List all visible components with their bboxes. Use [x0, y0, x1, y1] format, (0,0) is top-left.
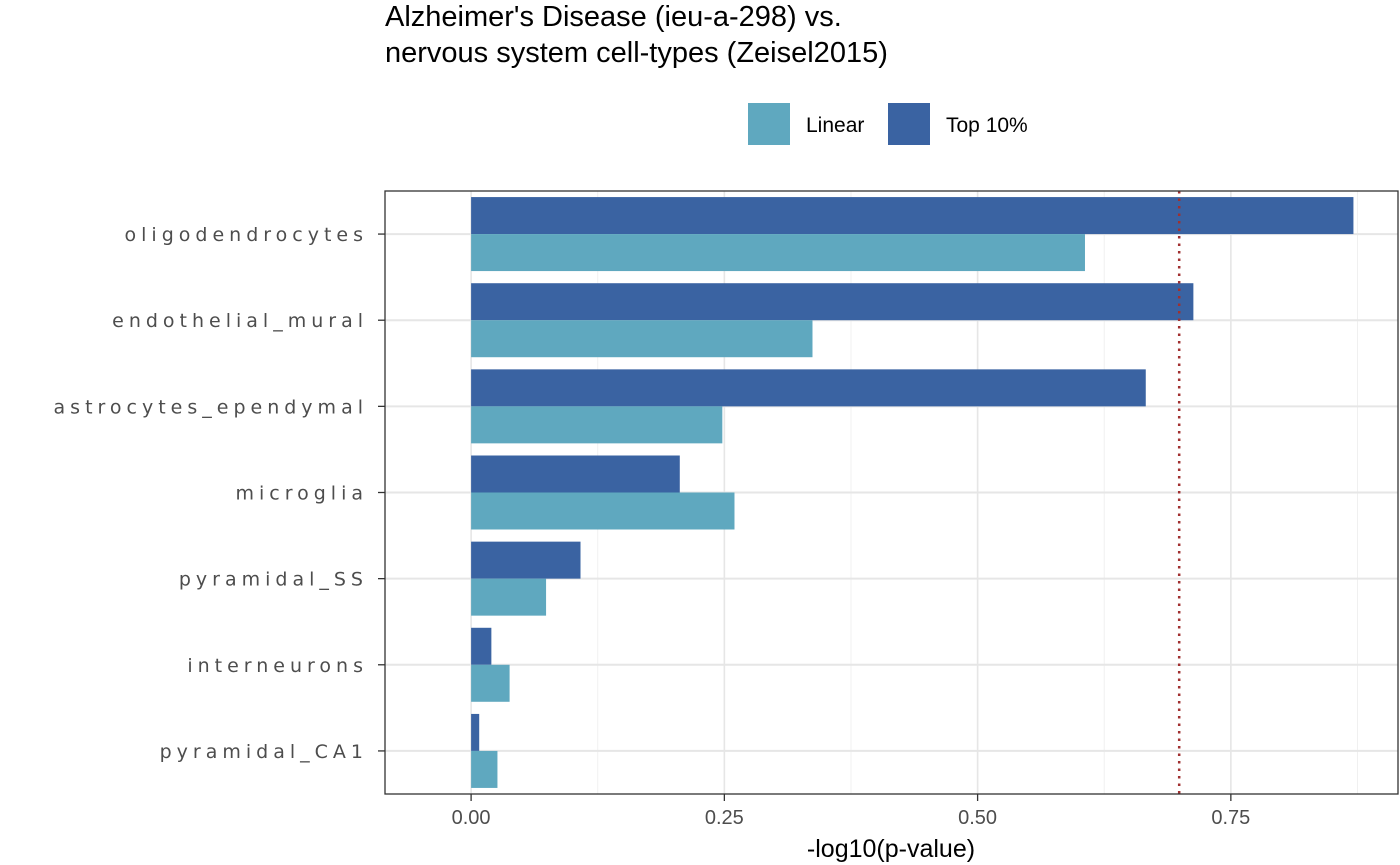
bar-linear-oligodendrocytes — [471, 234, 1085, 272]
y-tick-label: microglia — [235, 483, 368, 505]
y-tick-label: pyramidal_SS — [179, 569, 368, 591]
bar-linear-pyramidal-CA1 — [471, 750, 498, 788]
x-tick-label: 0.75 — [1211, 807, 1250, 829]
y-tick-label: oligodendrocytes — [125, 224, 368, 246]
legend-key-linear — [748, 103, 790, 145]
legend-key-top10 — [888, 103, 930, 145]
x-tick-label: 0.00 — [452, 807, 491, 829]
bar-top10-microglia — [471, 455, 680, 493]
bar-linear-endothelial-mural — [471, 320, 813, 358]
legend: Linear Top 10% — [748, 103, 1028, 145]
bar-top10-interneurons — [471, 627, 492, 665]
bar-linear-astrocytes-ependymal — [471, 406, 723, 444]
y-tick-label: pyramidal_CA1 — [160, 741, 368, 763]
bar-top10-endothelial-mural — [471, 283, 1194, 321]
chart-title-line-2: nervous system cell-types (Zeisel2015) — [385, 37, 888, 69]
y-axis: oligodendrocytes endothelial_muralastrocy… — [54, 224, 385, 763]
bars — [471, 197, 1354, 788]
bar-linear-microglia — [471, 492, 735, 530]
chart-title-line-1: Alzheimer's Disease (ieu-a-298) vs. — [385, 1, 842, 33]
y-tick-label: astrocytes_ependymal — [54, 396, 368, 418]
x-axis: 0.00 0.25 0.50 0.75 — [452, 794, 1250, 829]
x-tick-label: 0.50 — [958, 807, 997, 829]
legend-label-linear: Linear — [806, 114, 864, 137]
bar-linear-pyramidal-SS — [471, 578, 547, 616]
bar-top10-oligodendrocytes — [471, 197, 1354, 235]
y-tick-label: endothelial_mural — [112, 310, 368, 332]
x-axis-title: -log10(p-value) — [807, 835, 975, 863]
y-tick-label: interneurons — [187, 655, 368, 677]
bar-top10-pyramidal-SS — [471, 541, 581, 579]
bar-top10-astrocytes-ependymal — [471, 369, 1146, 407]
bar-linear-interneurons — [471, 664, 510, 702]
legend-label-top10: Top 10% — [946, 114, 1028, 137]
x-tick-label: 0.25 — [705, 807, 744, 829]
bar-top10-pyramidal-CA1 — [471, 713, 480, 751]
chart-title: Alzheimer's Disease (ieu-a-298) vs. nerv… — [385, 1, 888, 69]
